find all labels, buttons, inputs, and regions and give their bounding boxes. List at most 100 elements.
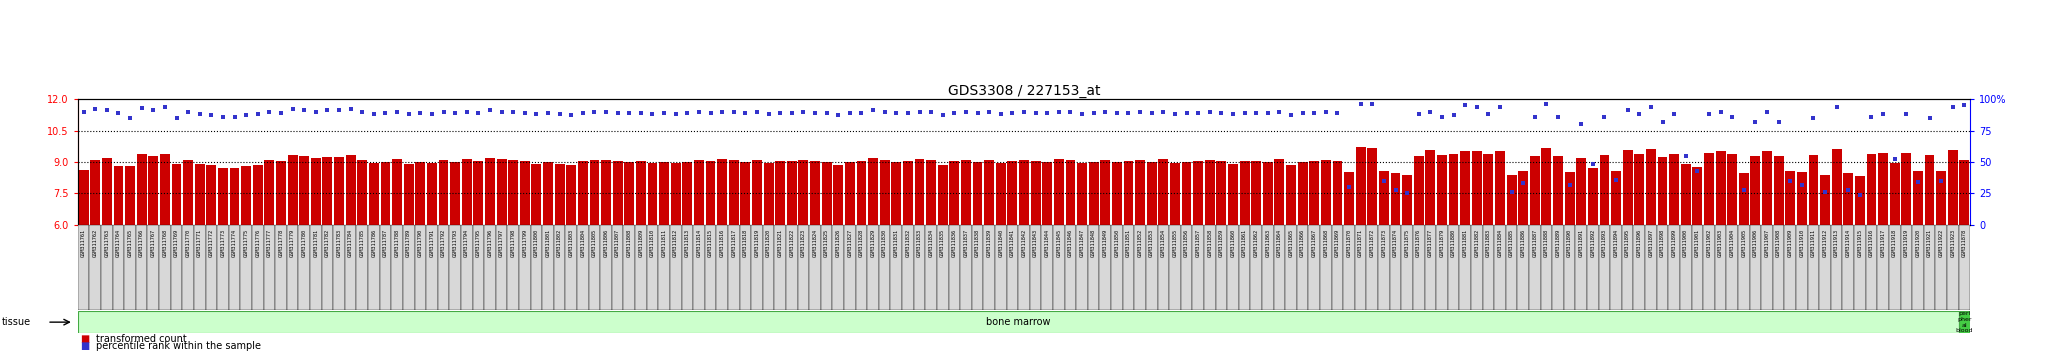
FancyBboxPatch shape <box>1530 225 1540 310</box>
FancyBboxPatch shape <box>1540 225 1552 310</box>
FancyBboxPatch shape <box>1878 225 1888 310</box>
Text: GSM311881: GSM311881 <box>1462 229 1468 257</box>
Bar <box>1135 160 1145 225</box>
Point <box>647 110 680 116</box>
Point <box>150 104 182 109</box>
FancyBboxPatch shape <box>739 225 752 310</box>
Text: GSM311867: GSM311867 <box>1311 229 1317 257</box>
Bar <box>1821 175 1831 225</box>
FancyBboxPatch shape <box>1552 225 1565 310</box>
Text: bone marrow: bone marrow <box>985 317 1051 327</box>
Bar <box>1403 175 1411 225</box>
Text: GSM311837: GSM311837 <box>963 229 969 257</box>
Text: GSM311883: GSM311883 <box>1487 229 1491 257</box>
Point <box>1901 179 1933 185</box>
Bar <box>1217 161 1227 225</box>
FancyBboxPatch shape <box>1599 225 1610 310</box>
FancyBboxPatch shape <box>727 225 739 310</box>
Point <box>1239 110 1272 116</box>
Point <box>821 113 854 118</box>
Text: GSM311886: GSM311886 <box>1522 229 1526 257</box>
Text: GSM311888: GSM311888 <box>1544 229 1548 257</box>
FancyBboxPatch shape <box>356 225 369 310</box>
Point <box>195 113 227 118</box>
Text: GSM311891: GSM311891 <box>1579 229 1583 257</box>
Point <box>403 110 436 116</box>
FancyBboxPatch shape <box>1182 225 1192 310</box>
FancyBboxPatch shape <box>1192 225 1204 310</box>
Point <box>729 110 762 116</box>
Text: GSM311841: GSM311841 <box>1010 229 1016 257</box>
Bar <box>555 164 565 225</box>
Bar <box>868 158 879 225</box>
Point <box>520 112 553 117</box>
Point <box>1716 114 1749 120</box>
FancyBboxPatch shape <box>160 225 170 310</box>
Bar <box>1030 161 1040 225</box>
Text: GSM311910: GSM311910 <box>1800 229 1804 257</box>
FancyBboxPatch shape <box>252 225 264 310</box>
Point <box>985 112 1018 117</box>
Text: GSM311899: GSM311899 <box>1671 229 1677 257</box>
Text: GSM311918: GSM311918 <box>1892 229 1896 257</box>
Text: GSM311875: GSM311875 <box>1405 229 1409 257</box>
Bar <box>1831 149 1841 225</box>
Text: GSM311815: GSM311815 <box>709 229 713 257</box>
Text: GSM311826: GSM311826 <box>836 229 842 257</box>
Text: GSM311898: GSM311898 <box>1661 229 1665 257</box>
FancyBboxPatch shape <box>543 225 553 310</box>
Point <box>1264 109 1296 115</box>
Bar <box>1169 163 1180 225</box>
Point <box>102 110 135 116</box>
FancyBboxPatch shape <box>1157 225 1169 310</box>
FancyBboxPatch shape <box>170 225 182 310</box>
Point <box>381 109 414 115</box>
FancyBboxPatch shape <box>1495 225 1505 310</box>
Text: GSM311920: GSM311920 <box>1915 229 1921 257</box>
Point <box>1112 110 1145 116</box>
FancyBboxPatch shape <box>1935 225 1948 310</box>
Point <box>115 115 147 121</box>
Text: GSM311908: GSM311908 <box>1776 229 1782 257</box>
Point <box>938 110 971 116</box>
Point <box>276 106 309 112</box>
Bar <box>1378 171 1389 225</box>
Bar <box>182 160 193 225</box>
Text: peri
pher
al
blood: peri pher al blood <box>1956 311 1972 333</box>
Bar <box>741 162 750 225</box>
Point <box>1204 110 1237 116</box>
Bar <box>950 161 958 225</box>
Title: GDS3308 / 227153_at: GDS3308 / 227153_at <box>948 84 1100 98</box>
Text: GSM311839: GSM311839 <box>987 229 991 257</box>
Point <box>602 110 635 116</box>
Bar <box>1577 158 1587 225</box>
Point <box>891 110 924 116</box>
Text: GSM311783: GSM311783 <box>336 229 342 257</box>
Text: GSM311789: GSM311789 <box>406 229 412 257</box>
Point <box>160 115 193 121</box>
Text: GSM311764: GSM311764 <box>117 229 121 257</box>
FancyBboxPatch shape <box>1030 225 1042 310</box>
Bar <box>1090 162 1098 225</box>
Text: GSM311919: GSM311919 <box>1905 229 1909 257</box>
Point <box>485 109 518 115</box>
Point <box>590 109 623 115</box>
Point <box>811 110 844 116</box>
Bar <box>1473 152 1481 225</box>
FancyBboxPatch shape <box>414 225 426 310</box>
Bar <box>834 165 844 225</box>
FancyBboxPatch shape <box>913 225 926 310</box>
FancyBboxPatch shape <box>1296 225 1309 310</box>
Bar <box>612 161 623 225</box>
Bar <box>1065 160 1075 225</box>
Text: ■: ■ <box>80 334 90 344</box>
Point <box>1473 112 1505 117</box>
Point <box>717 109 750 115</box>
FancyBboxPatch shape <box>1239 225 1251 310</box>
Point <box>1413 109 1446 115</box>
Text: GSM311902: GSM311902 <box>1706 229 1712 257</box>
Text: GSM311766: GSM311766 <box>139 229 143 257</box>
FancyBboxPatch shape <box>1518 225 1530 310</box>
Bar <box>637 161 645 225</box>
Point <box>1217 112 1249 117</box>
